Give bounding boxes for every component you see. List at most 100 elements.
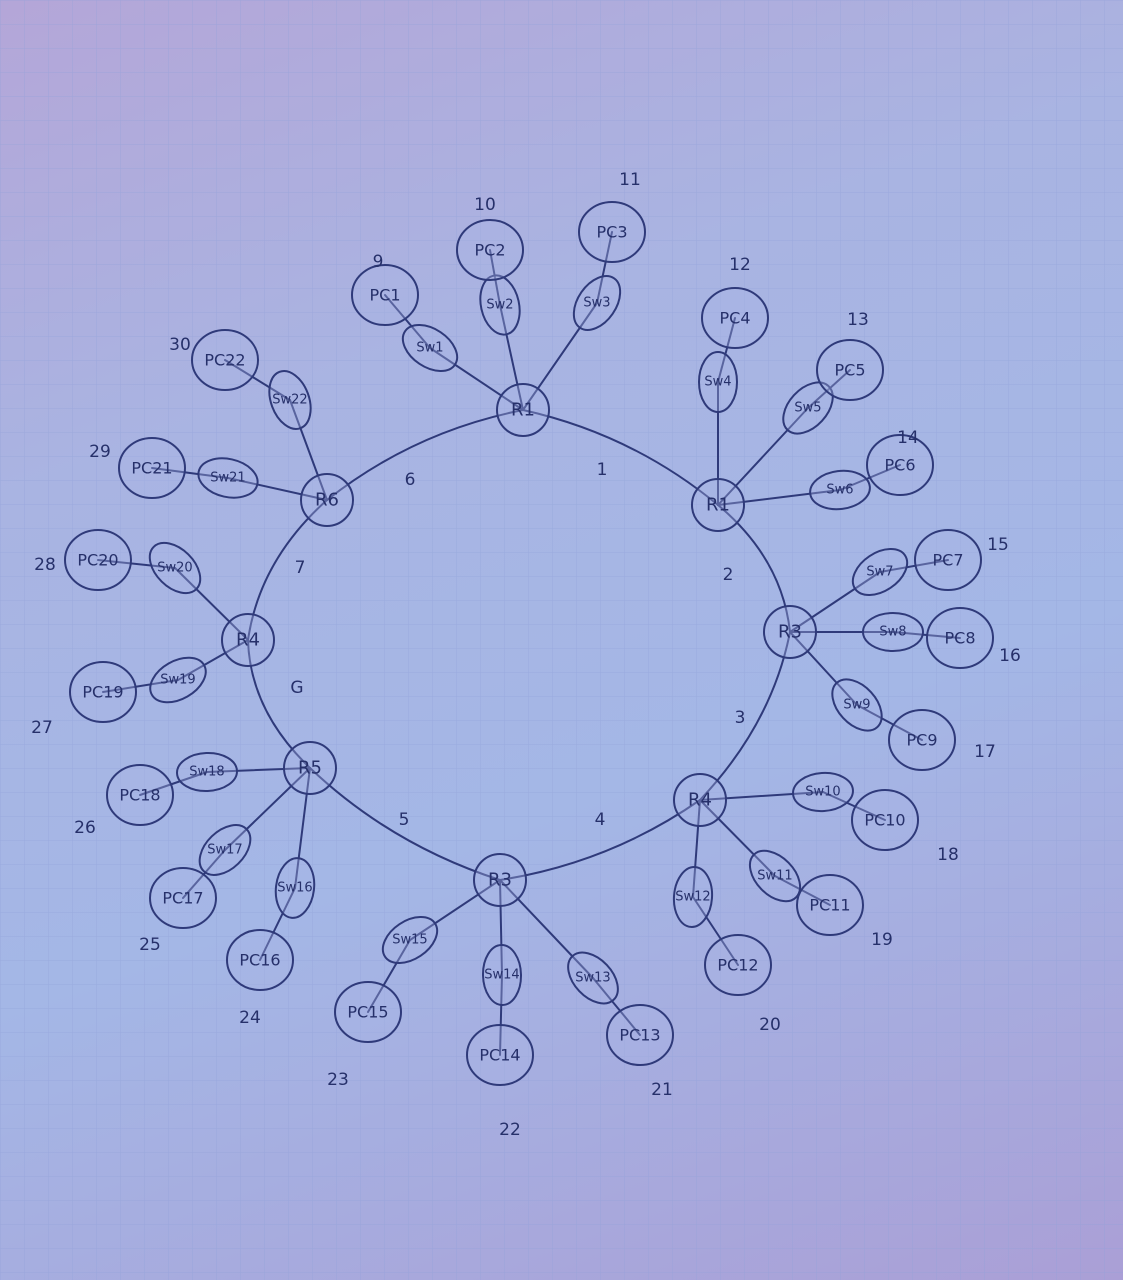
switch-label: Sw3 — [583, 296, 610, 311]
switch-label: Sw12 — [675, 890, 710, 905]
switch-node: Sw21 — [197, 457, 259, 499]
pc-number-label: 10 — [474, 195, 496, 215]
switch-pc-link — [774, 875, 831, 906]
switch-node: Sw2 — [479, 274, 521, 336]
switch-shape — [748, 849, 802, 903]
router-switch-link — [429, 347, 524, 411]
switch-node: Sw6 — [809, 469, 871, 511]
switch-shape — [274, 857, 316, 919]
switch-shape — [268, 370, 312, 430]
pc-number-label: 27 — [31, 718, 53, 738]
pc-node: PC9 — [888, 709, 956, 771]
switch-node: Sw22 — [268, 370, 312, 430]
router-switch-link — [289, 399, 328, 501]
pc-label: PC6 — [885, 456, 916, 475]
ring-link-7 — [247, 499, 328, 641]
router-label: R4 — [236, 630, 260, 651]
switch-node: Sw15 — [381, 916, 439, 964]
switch-pc-link — [489, 249, 501, 306]
switch-pc-link — [139, 771, 208, 796]
pc-node: PC3 — [578, 201, 646, 263]
router-switch-link — [224, 767, 311, 851]
switch-node: Sw16 — [274, 857, 316, 919]
pc-shape — [149, 867, 217, 929]
pc-label: PC17 — [162, 889, 203, 908]
switch-pc-link — [102, 679, 179, 693]
router-shape — [283, 741, 337, 795]
ring-link-label: 4 — [595, 810, 606, 830]
switch-node: Sw3 — [572, 275, 622, 331]
switch-pc-link — [596, 231, 613, 304]
router-node: R3 — [473, 853, 527, 907]
pc-node: PC15 — [334, 981, 402, 1043]
switch-pc-link — [856, 704, 923, 741]
pc-node: PC4 — [701, 287, 769, 349]
ring-link-label: 6 — [405, 470, 416, 490]
pc-number-label: 15 — [987, 535, 1009, 555]
switch-pc-link — [97, 559, 176, 569]
switch-shape — [567, 951, 619, 1005]
router-switch-link — [789, 631, 858, 706]
pc-label: PC3 — [597, 223, 628, 242]
ring-link-label: 2 — [723, 565, 734, 585]
switch-label: Sw14 — [484, 968, 519, 983]
pc-node: PC11 — [796, 874, 864, 936]
pc-number-label: 13 — [847, 310, 869, 330]
router-shape — [673, 773, 727, 827]
switch-label: Sw20 — [157, 561, 192, 576]
pc-number-label: 16 — [999, 646, 1021, 666]
switch-label: Sw21 — [210, 471, 245, 486]
pc-node: PC8 — [926, 607, 994, 669]
router-node: R5 — [283, 741, 337, 795]
pc-node: PC6 — [866, 434, 934, 496]
pc-node: PC5 — [816, 339, 884, 401]
pc-shape — [914, 529, 982, 591]
router-label: R5 — [298, 758, 322, 779]
switch-node: Sw20 — [148, 541, 202, 595]
switch-shape — [149, 656, 207, 704]
router-node: R3 — [763, 605, 817, 659]
router-switch-link — [294, 767, 311, 889]
pc-number-label: 29 — [89, 442, 111, 462]
switch-node: Sw17 — [198, 824, 252, 876]
switch-label: Sw17 — [207, 843, 242, 858]
ring-link-label: 1 — [597, 460, 608, 480]
pc-number-label: 23 — [327, 1070, 349, 1090]
pc-shape — [191, 329, 259, 391]
pc-shape — [606, 1004, 674, 1066]
router-shape — [300, 473, 354, 527]
switch-shape — [176, 751, 238, 793]
labels-layer: 12345G7691011121314151617181920212223242… — [31, 170, 1021, 1140]
pc-shape — [466, 1024, 534, 1086]
pc-shape — [64, 529, 132, 591]
router-switch-link — [717, 407, 809, 506]
router-node: R4 — [673, 773, 727, 827]
pc-label: PC20 — [77, 551, 118, 570]
pc-node: PC13 — [606, 1004, 674, 1066]
switch-shape — [381, 916, 439, 964]
ring-link-5 — [309, 767, 501, 881]
switch-label: Sw7 — [866, 565, 893, 580]
router-switch-link — [174, 567, 249, 641]
pc-label: PC19 — [82, 683, 123, 702]
switch-label: Sw6 — [826, 483, 853, 498]
pc-label: PC10 — [864, 811, 905, 830]
router-switch-link — [699, 799, 776, 877]
pc-number-label: 24 — [239, 1008, 261, 1028]
switch-node: Sw8 — [862, 612, 924, 652]
switch-label: Sw15 — [392, 933, 427, 948]
switch-shape — [672, 866, 714, 928]
switch-node: Sw1 — [401, 324, 459, 372]
pc-node: PC10 — [851, 789, 919, 851]
switch-label: Sw8 — [879, 625, 906, 640]
pc-label: PC2 — [475, 241, 506, 260]
pc-number-label: 17 — [974, 742, 996, 762]
router-node: R4 — [221, 613, 275, 667]
router-label: R1 — [511, 400, 535, 421]
router-shape — [221, 613, 275, 667]
switch-shape — [782, 381, 834, 435]
switch-label: Sw16 — [277, 881, 312, 896]
router-shape — [763, 605, 817, 659]
